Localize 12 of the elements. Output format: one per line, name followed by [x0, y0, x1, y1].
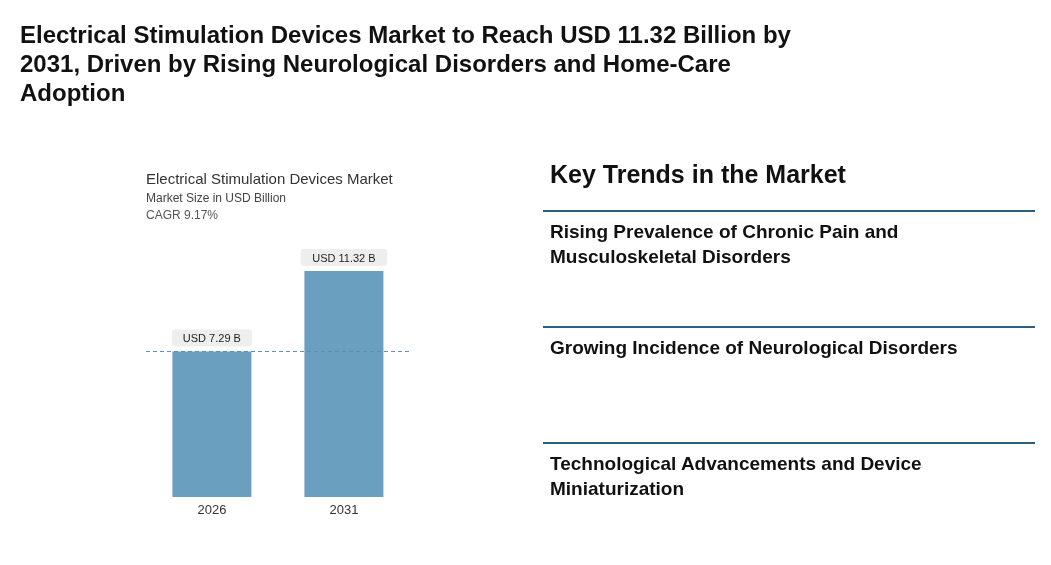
- data-label: USD 11.32 B: [312, 251, 376, 264]
- text: Key Trends in the Market: [550, 160, 847, 190]
- text: CAGR 9.17%: [146, 208, 220, 222]
- x-tick-label: 2031: [329, 502, 359, 518]
- data-label: USD 7.29 B: [182, 331, 241, 344]
- chart-title: Electrical Stimulation Devices Market to Reach USD 11.32 Billion by 2031, Driven by Rising Neurological Disorders and Home-Care Adoption: [20, 20, 792, 107]
- x-tick-label: 2026: [197, 502, 227, 518]
- chart-subtitle: Electrical Stimulation Devices Market: [146, 170, 393, 187]
- y-axis-title: Market Size in USD Billion: [146, 191, 288, 205]
- text: Rising Prevalence of Chronic Pain and Musculoskeletal Disorders: [550, 220, 900, 269]
- text: Growing Incidence of Neurological Disorders: [550, 336, 959, 360]
- text: Technological Advancements and Device Miniaturization: [550, 452, 923, 501]
